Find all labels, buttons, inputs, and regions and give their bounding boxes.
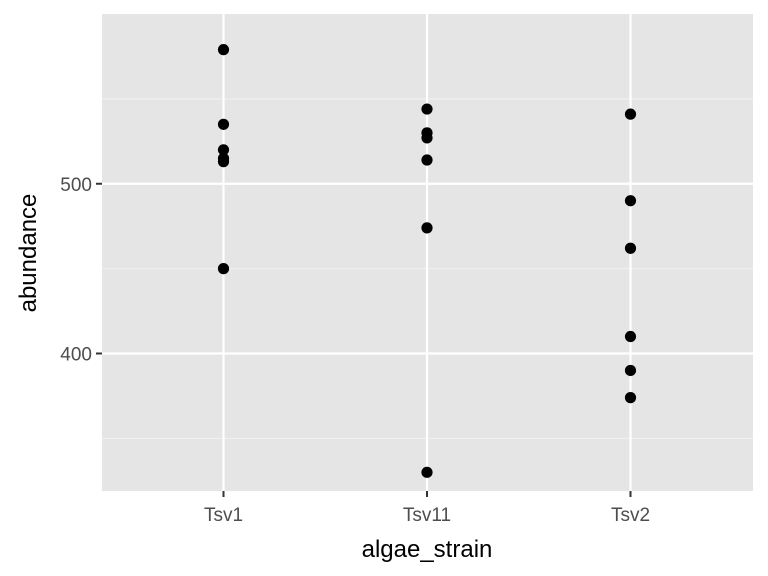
- data-point: [421, 103, 433, 115]
- data-point: [217, 156, 230, 168]
- y-tick-label: 400: [60, 345, 92, 366]
- x-tick-label: Tsv2: [611, 505, 650, 526]
- data-point: [421, 222, 433, 234]
- data-point: [421, 154, 433, 166]
- data-point: [624, 330, 637, 343]
- data-point: [217, 144, 230, 156]
- y-axis-title: abundance: [15, 194, 42, 313]
- data-point: [421, 132, 433, 144]
- y-axis: 400 500: [60, 175, 102, 366]
- x-axis-title: algae_strain: [362, 536, 493, 563]
- x-axis: Tsv1 Tsv11 Tsv2: [204, 491, 650, 526]
- data-point: [421, 466, 433, 478]
- data-point: [624, 392, 637, 404]
- data-point: [624, 364, 637, 377]
- data-point: [217, 44, 230, 56]
- data-point: [624, 242, 637, 254]
- data-point: [624, 108, 637, 120]
- major-gridlines: [102, 14, 753, 491]
- y-tick-label: 500: [60, 175, 92, 196]
- x-tick-label: Tsv1: [204, 505, 243, 526]
- data-point: [624, 195, 637, 207]
- x-tick-label: Tsv11: [403, 505, 451, 526]
- data-points: [217, 44, 637, 478]
- data-point: [217, 118, 230, 130]
- data-point: [217, 263, 230, 275]
